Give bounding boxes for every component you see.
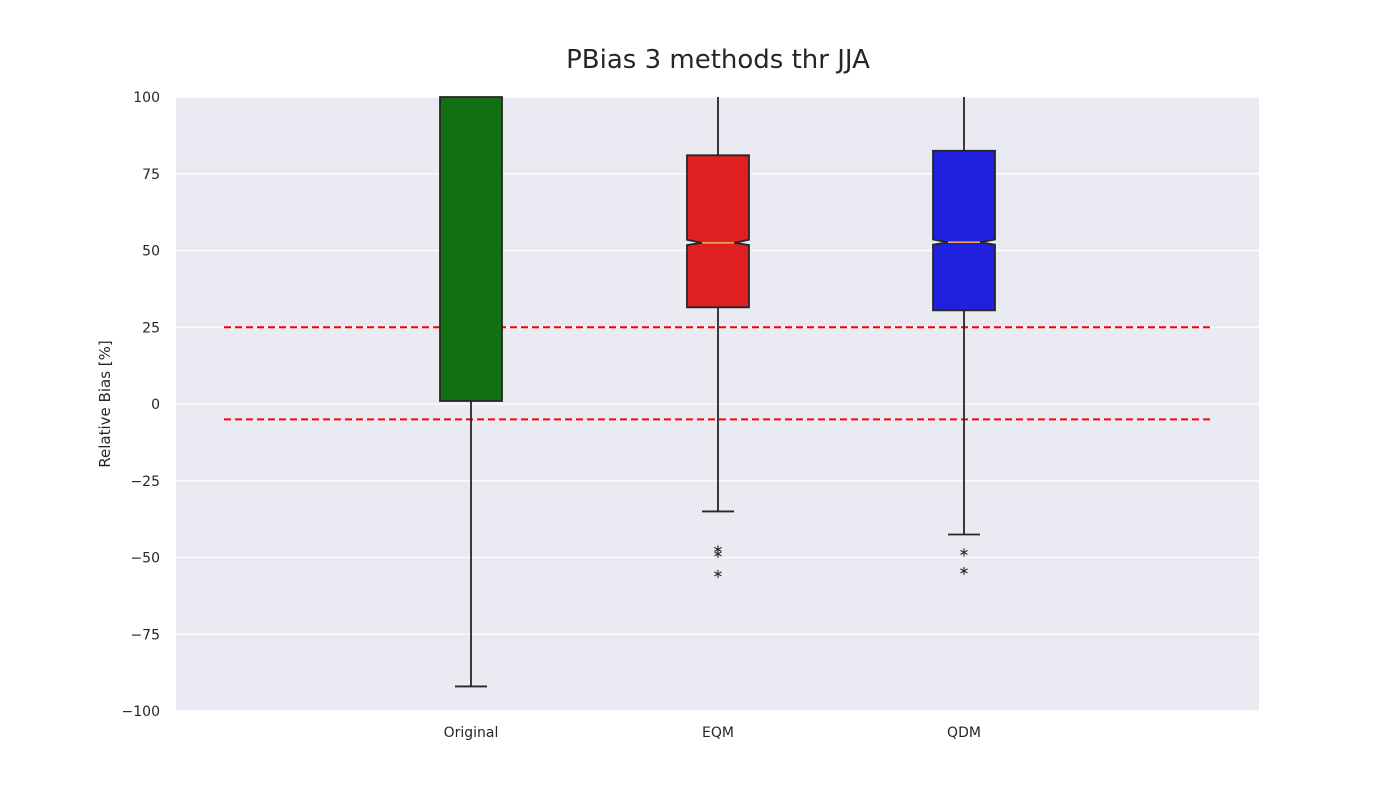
- y-tick-label: 50: [142, 244, 160, 260]
- box-body: [439, 96, 503, 402]
- outlier-point: ∗: [713, 567, 724, 582]
- x-tick-label: Original: [444, 725, 499, 741]
- box-original: [439, 96, 503, 688]
- y-tick-label: −25: [130, 474, 160, 490]
- y-tick-label: 25: [142, 320, 160, 336]
- y-axis-label: Relative Bias [%]: [96, 340, 114, 467]
- y-axis-ticks: 100 75 50 25 0 −25 −50 −75 −100: [122, 90, 160, 720]
- x-tick-label: QDM: [947, 725, 981, 741]
- y-tick-label: −75: [130, 627, 160, 643]
- y-tick-label: −50: [130, 551, 160, 567]
- box-body: [686, 154, 750, 309]
- y-tick-label: 100: [133, 90, 160, 106]
- box-eqm: ∗∗∗: [686, 97, 750, 582]
- y-tick-label: 75: [142, 167, 160, 183]
- y-tick-label: 0: [151, 397, 160, 413]
- outlier-point: ∗: [713, 547, 724, 562]
- outlier-point: ∗: [959, 564, 970, 579]
- box-body: [932, 149, 996, 312]
- x-tick-label: EQM: [702, 725, 734, 741]
- outlier-point: ∗: [959, 545, 970, 560]
- y-tick-label: −100: [122, 704, 160, 720]
- x-axis-ticks: Original EQM QDM: [444, 725, 981, 741]
- box-series: ∗∗∗∗∗: [439, 96, 996, 688]
- box-qdm: ∗∗: [932, 97, 996, 579]
- outlier-point: ∗: [713, 542, 724, 557]
- chart-title: PBias 3 methods thr JJA: [566, 45, 870, 75]
